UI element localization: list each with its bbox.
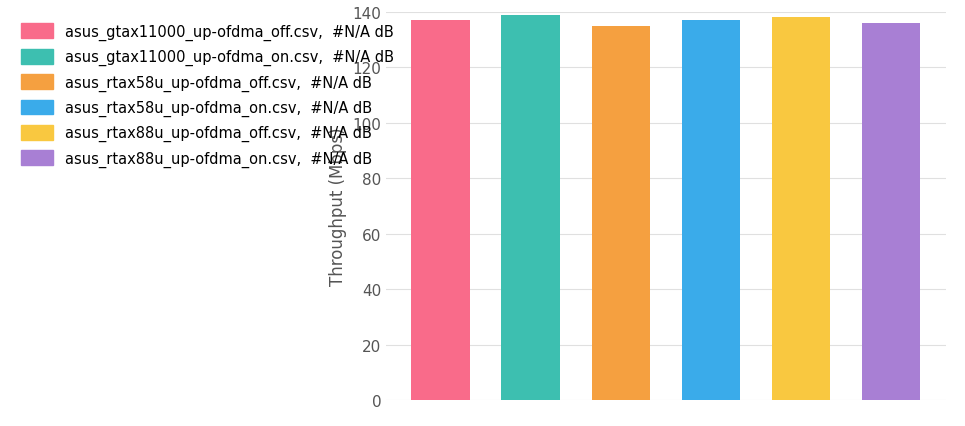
Y-axis label: Throughput (Mbps): Throughput (Mbps) bbox=[329, 127, 346, 286]
Bar bbox=[592, 26, 650, 400]
Bar bbox=[681, 20, 740, 400]
Bar bbox=[502, 15, 560, 400]
Bar bbox=[411, 21, 470, 400]
Bar bbox=[772, 18, 830, 400]
Bar bbox=[862, 24, 921, 400]
Legend: asus_gtax11000_up-ofdma_off.csv,  #N/A dB, asus_gtax11000_up-ofdma_on.csv,  #N/A: asus_gtax11000_up-ofdma_off.csv, #N/A dB… bbox=[17, 20, 399, 172]
